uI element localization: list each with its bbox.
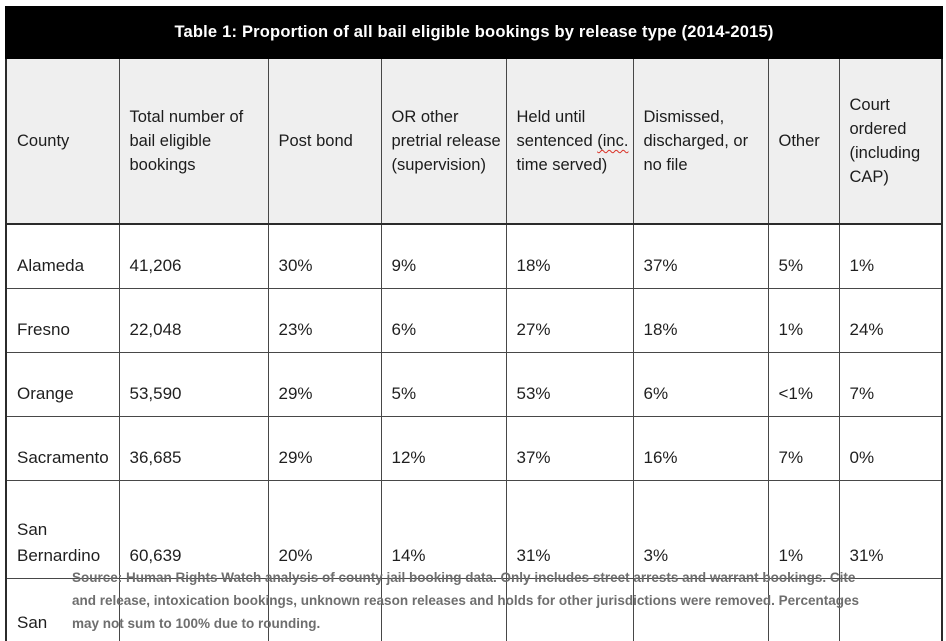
- cell-other: 5%: [767, 223, 840, 289]
- table-row: Sacramento 36,685 29% 12% 37% 16% 7% 0%: [5, 416, 943, 481]
- cell-held-sentenced: 19%: [505, 578, 634, 641]
- cell-county: Orange: [5, 352, 120, 417]
- cell-or-release: 9%: [380, 223, 507, 289]
- cell-county: Sacramento: [5, 416, 120, 481]
- title-bar: Table 1: Proportion of all bail eligible…: [4, 6, 944, 59]
- cell-or-release: 5%: [380, 352, 507, 417]
- cell-dismissed: 16%: [632, 416, 769, 481]
- table-row: Orange 53,590 29% 5% 53% 6% <1% 7%: [5, 352, 943, 417]
- cell-dismissed: 37%: [632, 223, 769, 289]
- col-header-dismissed: Dismissed, discharged, or no file: [632, 57, 769, 225]
- cell-held-sentenced: 53%: [505, 352, 634, 417]
- cell-or-release: 26%: [380, 578, 507, 641]
- cell-post-bond: 23%: [267, 288, 382, 353]
- cell-held-sentenced: 37%: [505, 416, 634, 481]
- col-header-post-bond: Post bond: [267, 57, 382, 225]
- table-title: Table 1: Proportion of all bail eligible…: [4, 6, 944, 59]
- cell-court-ordered: 31%: [838, 480, 943, 579]
- held-header-prefix: Held until sentenced: [516, 108, 598, 150]
- cell-other: 1%: [767, 480, 840, 579]
- col-header-other: Other: [767, 57, 840, 225]
- cell-other: <1%: [767, 352, 840, 417]
- table-row: Alameda 41,206 30% 9% 18% 37% 5% 1%: [5, 223, 943, 289]
- cell-post-bond: 29%: [267, 416, 382, 481]
- col-header-or-release: OR other pretrial release (supervision): [380, 57, 507, 225]
- table-row: San Francisco 21,680 25% 26% 19% 26% 3% …: [5, 578, 943, 641]
- col-header-county: County: [5, 57, 120, 225]
- table-row: San Bernardino 60,639 20% 14% 31% 3% 1% …: [5, 480, 943, 579]
- cell-total-bookings: 41,206: [118, 223, 269, 289]
- cell-or-release: 6%: [380, 288, 507, 353]
- cell-post-bond: 29%: [267, 352, 382, 417]
- cell-total-bookings: 60,639: [118, 480, 269, 579]
- cell-dismissed: 26%: [632, 578, 769, 641]
- cell-dismissed: 3%: [632, 480, 769, 579]
- cell-court-ordered: 7%: [838, 352, 943, 417]
- bail-bookings-table: Table 1: Proportion of all bail eligible…: [4, 6, 944, 641]
- cell-total-bookings: 36,685: [118, 416, 269, 481]
- col-header-total-bookings: Total number of bail eligible bookings: [118, 57, 269, 225]
- col-header-held-sentenced: Held until sentenced (inc. time served): [505, 57, 634, 225]
- cell-court-ordered: 24%: [838, 288, 943, 353]
- cell-held-sentenced: 27%: [505, 288, 634, 353]
- cell-other: 3%: [767, 578, 840, 641]
- cell-court-ordered: 0%: [838, 416, 943, 481]
- cell-county: Fresno: [5, 288, 120, 353]
- cell-post-bond: 20%: [267, 480, 382, 579]
- table-row: Fresno 22,048 23% 6% 27% 18% 1% 24%: [5, 288, 943, 353]
- cell-other: 7%: [767, 416, 840, 481]
- cell-other: 1%: [767, 288, 840, 353]
- cell-post-bond: 25%: [267, 578, 382, 641]
- cell-court-ordered: 1%: [838, 223, 943, 289]
- cell-dismissed: 6%: [632, 352, 769, 417]
- spellcheck-wavy-underline: (inc.: [597, 132, 629, 150]
- cell-dismissed: 18%: [632, 288, 769, 353]
- cell-total-bookings: 22,048: [118, 288, 269, 353]
- cell-county: San Francisco: [5, 578, 120, 641]
- held-header-suffix: time served): [516, 156, 608, 174]
- source-note: Source: Human Rights Watch analysis of c…: [72, 570, 859, 631]
- cell-post-bond: 30%: [267, 223, 382, 289]
- cell-or-release: 12%: [380, 416, 507, 481]
- cell-or-release: 14%: [380, 480, 507, 579]
- cell-total-bookings: 53,590: [118, 352, 269, 417]
- cell-county: San Bernardino: [5, 480, 120, 579]
- cell-court-ordered: 0%: [838, 578, 943, 641]
- col-header-court-ordered: Court ordered (including CAP): [838, 57, 943, 225]
- header-row: County Total number of bail eligible boo…: [5, 57, 943, 225]
- cell-held-sentenced: 31%: [505, 480, 634, 579]
- cell-held-sentenced: 18%: [505, 223, 634, 289]
- cell-county: Alameda: [5, 223, 120, 289]
